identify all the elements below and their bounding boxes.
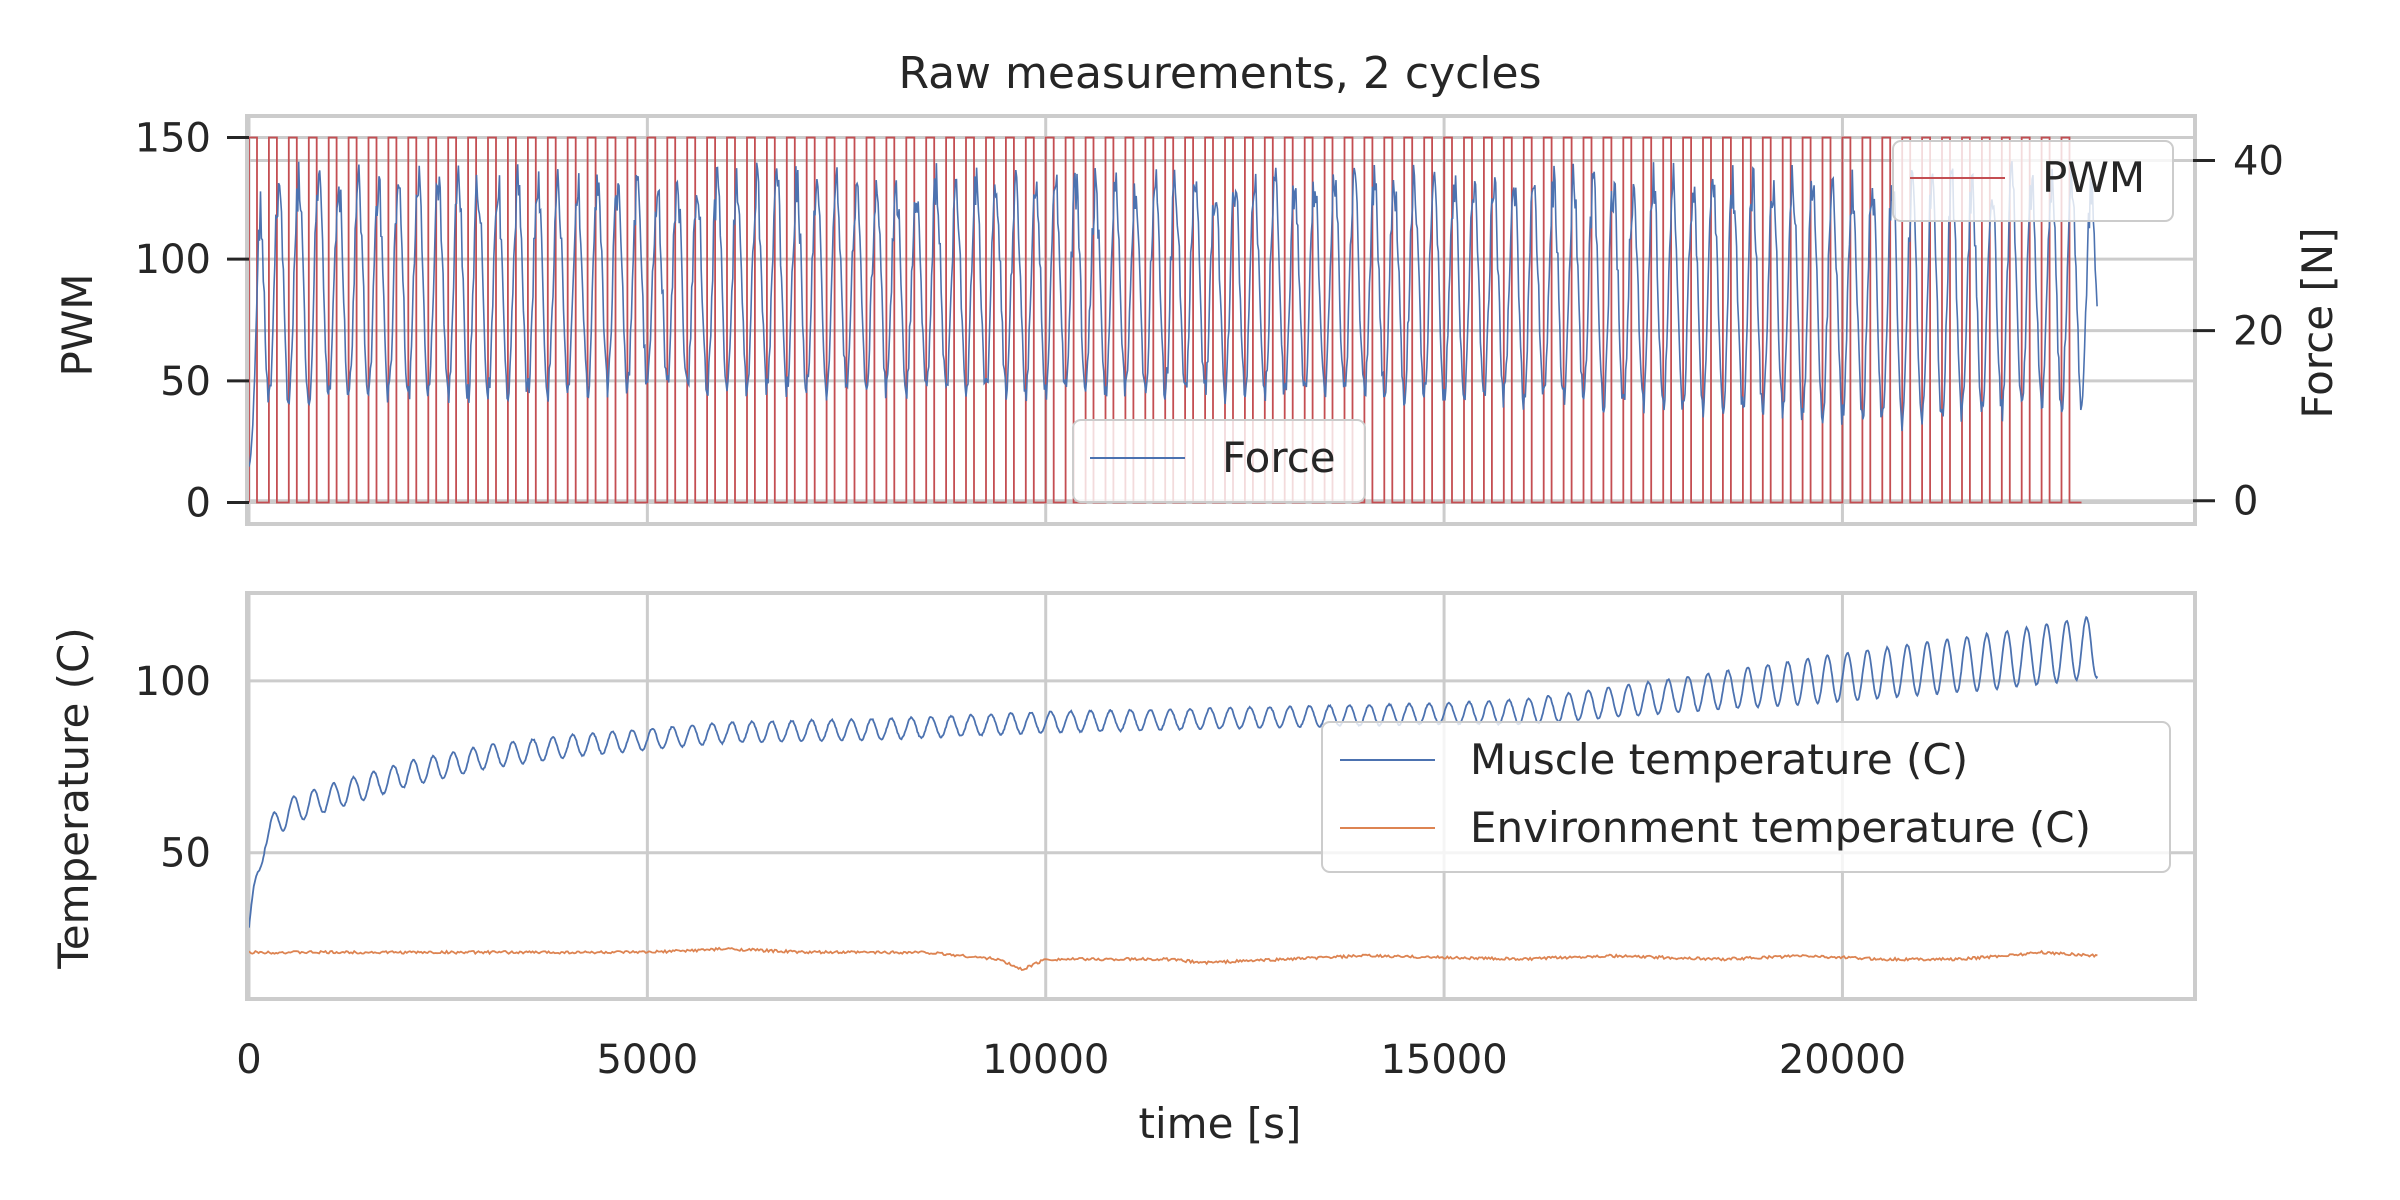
top-axes: 0 50 100 150 0 20 40 PWM Force [N] PWM Force (53, 114, 2342, 527)
force-line (248, 160, 2098, 467)
top-right-ticks: 0 20 40 (2193, 139, 2284, 525)
legend-muscle-label: Muscle temperature (C) (1470, 735, 1968, 784)
force-series (248, 160, 2098, 467)
temperature-series (248, 615, 2099, 971)
bottom-axes: 50 100 0 5000 10000 15000 20000 Temperature (… (49, 591, 2197, 1148)
top-y2-label: Force [N] (2293, 227, 2342, 418)
top-y2-tick-label: 40 (2233, 139, 2284, 185)
top-y-label: PWM (53, 273, 102, 376)
chart-title: Raw measurements, 2 cycles (898, 48, 1541, 99)
top-axes-frame (245, 114, 2197, 526)
x-tick-label: 5000 (596, 1037, 698, 1083)
bottom-y-tick-label: 100 (135, 659, 211, 705)
bottom-left-ticks: 50 100 (135, 659, 211, 877)
legend-force-label: Force (1222, 433, 1336, 482)
x-tick-label: 20000 (1779, 1037, 1906, 1083)
x-tick-label: 15000 (1380, 1037, 1507, 1083)
bottom-axes-frame (245, 591, 2197, 1001)
top-y-tick-label: 50 (160, 359, 211, 405)
top-y2-tick-label: 0 (2233, 479, 2258, 525)
x-tick-label: 10000 (982, 1037, 1109, 1083)
environment-temperature-line (248, 946, 2098, 971)
top-y2-tick-label: 20 (2233, 309, 2284, 355)
top-y-tick-label: 150 (135, 115, 211, 161)
legend-pwm: PWM (1892, 140, 2174, 222)
top-y-tick-label: 0 (186, 481, 211, 527)
legend-force: Force (1072, 419, 1366, 503)
legend-pwm-label: PWM (2042, 153, 2145, 202)
legend-temperature: Muscle temperature (C) Environment tempe… (1321, 721, 2171, 873)
legend-environment-label: Environment temperature (C) (1470, 803, 2091, 852)
top-left-ticks: 0 50 100 150 (135, 115, 249, 527)
x-ticks: 0 5000 10000 15000 20000 (236, 1037, 1906, 1083)
bottom-y-tick-label: 50 (160, 831, 211, 877)
x-tick-label: 0 (236, 1037, 261, 1083)
x-axis-label: time [s] (1139, 1099, 1302, 1148)
muscle-temperature-line (248, 615, 2099, 928)
bottom-y-label: Temperature (C) (49, 627, 98, 970)
top-y-tick-label: 100 (135, 237, 211, 283)
